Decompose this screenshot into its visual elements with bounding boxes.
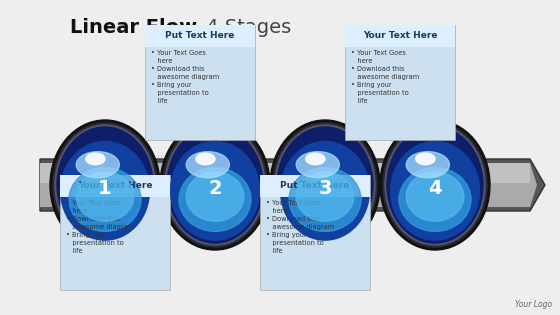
Ellipse shape: [196, 153, 215, 165]
Ellipse shape: [296, 152, 339, 178]
Text: 3: 3: [318, 179, 332, 198]
Ellipse shape: [60, 141, 150, 240]
Text: Put Text Here: Put Text Here: [165, 32, 235, 41]
FancyBboxPatch shape: [60, 175, 170, 197]
Text: • Your Text Goes
   here
• Download this
   awesome diagram
• Bring your
   pres: • Your Text Goes here • Download this aw…: [151, 50, 220, 104]
Ellipse shape: [76, 152, 119, 178]
Ellipse shape: [385, 125, 485, 245]
FancyBboxPatch shape: [345, 25, 455, 47]
Ellipse shape: [160, 120, 270, 250]
Ellipse shape: [383, 123, 487, 247]
Polygon shape: [40, 163, 537, 207]
Text: 2: 2: [208, 179, 222, 198]
Text: • Your Text Goes
   here
• Download this
   awesome diagram
• Bring your
   pres: • Your Text Goes here • Download this aw…: [351, 50, 419, 104]
Ellipse shape: [296, 172, 354, 221]
Text: Put Text Here: Put Text Here: [281, 181, 349, 191]
Ellipse shape: [69, 168, 141, 232]
FancyBboxPatch shape: [145, 25, 255, 47]
Ellipse shape: [186, 172, 244, 221]
Ellipse shape: [270, 120, 380, 250]
Text: Your Text Here: Your Text Here: [78, 181, 152, 191]
Ellipse shape: [399, 168, 471, 232]
Ellipse shape: [167, 127, 263, 243]
Text: 4 Stages: 4 Stages: [200, 18, 291, 37]
Ellipse shape: [57, 127, 153, 243]
Ellipse shape: [275, 125, 375, 245]
Text: Linear Flow–: Linear Flow–: [70, 18, 207, 37]
Ellipse shape: [406, 172, 464, 221]
Ellipse shape: [387, 127, 483, 243]
Text: • Your Text Goes
   here
• Download this
   awesome diagram
• Bring your
   pres: • Your Text Goes here • Download this aw…: [66, 200, 134, 254]
Ellipse shape: [281, 141, 370, 240]
Ellipse shape: [165, 125, 265, 245]
FancyBboxPatch shape: [345, 25, 455, 140]
Ellipse shape: [171, 141, 259, 240]
Ellipse shape: [273, 123, 377, 247]
Ellipse shape: [55, 125, 155, 245]
Ellipse shape: [86, 153, 105, 165]
Polygon shape: [40, 163, 530, 183]
FancyBboxPatch shape: [60, 175, 170, 290]
Ellipse shape: [289, 168, 361, 232]
Text: 4: 4: [428, 179, 442, 198]
Text: Your Text Here: Your Text Here: [363, 32, 437, 41]
Ellipse shape: [406, 152, 450, 178]
FancyBboxPatch shape: [260, 175, 370, 197]
Ellipse shape: [53, 123, 157, 247]
Ellipse shape: [416, 153, 435, 165]
Text: 1: 1: [98, 179, 112, 198]
Text: Your Logo: Your Logo: [515, 300, 552, 309]
Ellipse shape: [186, 152, 230, 178]
Ellipse shape: [163, 123, 267, 247]
Ellipse shape: [179, 168, 251, 232]
FancyBboxPatch shape: [145, 25, 255, 140]
Polygon shape: [40, 159, 545, 211]
Ellipse shape: [306, 153, 325, 165]
Ellipse shape: [380, 120, 490, 250]
Ellipse shape: [76, 172, 134, 221]
Ellipse shape: [391, 141, 479, 240]
FancyBboxPatch shape: [260, 175, 370, 290]
Text: • Your Text Goes
   here
• Download this
   awesome diagram
• Bring your
   pres: • Your Text Goes here • Download this aw…: [266, 200, 334, 254]
Ellipse shape: [277, 127, 373, 243]
Ellipse shape: [50, 120, 160, 250]
